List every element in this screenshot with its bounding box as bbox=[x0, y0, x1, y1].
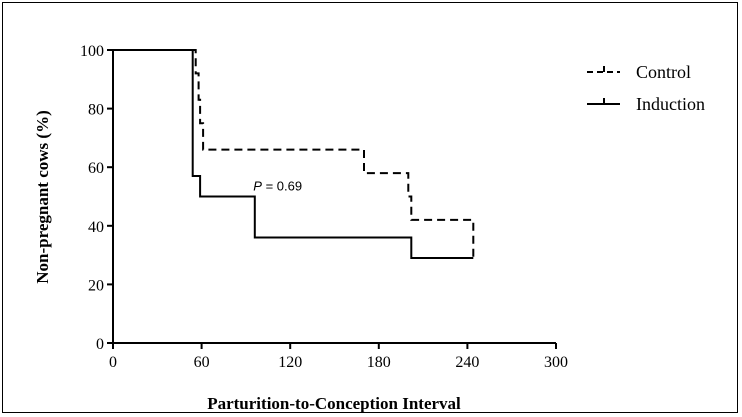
axes: 0 60 120 180 240 300 0 20 40 60 80 100 bbox=[80, 43, 568, 371]
y-tick-label: 40 bbox=[88, 219, 104, 236]
chart-frame bbox=[2, 2, 738, 413]
series-line-induction bbox=[113, 49, 474, 259]
x-tick-label: 120 bbox=[278, 354, 302, 371]
legend: Control Induction bbox=[587, 62, 705, 114]
legend-label-induction: Induction bbox=[636, 94, 705, 114]
y-tick-label: 20 bbox=[88, 277, 104, 294]
x-tick-label: 240 bbox=[455, 354, 479, 371]
y-tick-label: 0 bbox=[96, 336, 104, 353]
legend-item-control: Control bbox=[587, 62, 691, 82]
y-tick-label: 60 bbox=[88, 160, 104, 177]
x-tick-label: 180 bbox=[367, 354, 391, 371]
legend-item-induction: Induction bbox=[587, 94, 705, 114]
p-value-text: = 0.69 bbox=[262, 179, 302, 194]
series-line-control bbox=[113, 49, 475, 261]
p-value-symbol: P bbox=[253, 179, 262, 194]
y-tick-label: 100 bbox=[80, 43, 104, 60]
series-layer bbox=[113, 49, 475, 261]
y-axis-label: Non-pregnant cows (%) bbox=[33, 110, 52, 283]
x-tick-label: 300 bbox=[544, 354, 568, 371]
x-tick-label: 60 bbox=[194, 354, 210, 371]
legend-label-control: Control bbox=[636, 62, 691, 82]
y-tick-label: 80 bbox=[88, 102, 104, 119]
p-value-annotation: P = 0.69 bbox=[253, 179, 302, 194]
x-tick-label: 0 bbox=[109, 354, 117, 371]
x-axis-label: Parturition-to-Conception Interval bbox=[207, 394, 461, 413]
